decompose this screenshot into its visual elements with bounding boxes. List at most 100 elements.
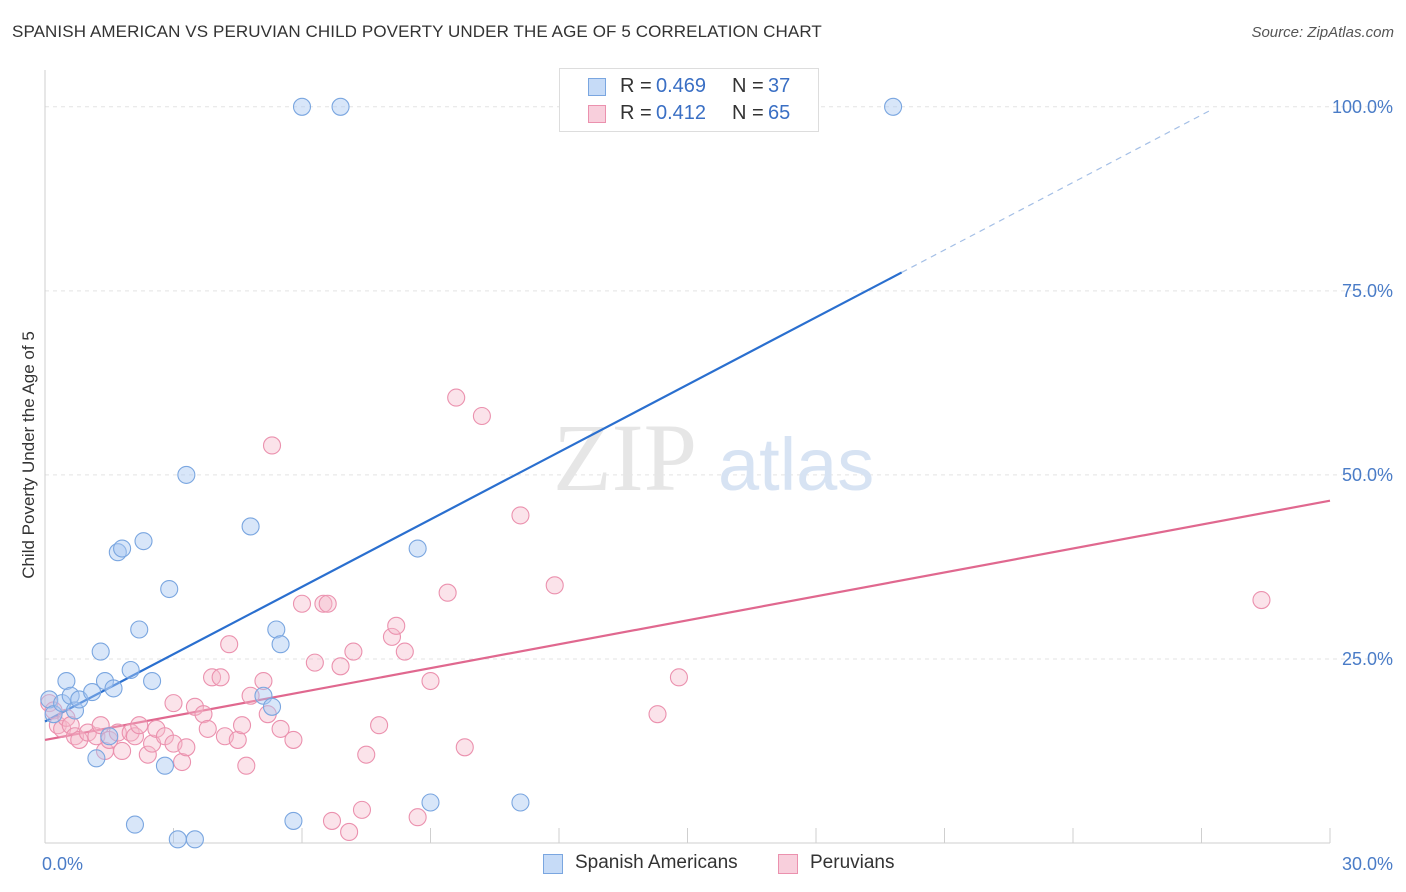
data-point-spanish-americans (284, 811, 303, 830)
y-tick-label: 100.0% (1332, 97, 1393, 117)
legend-row-spanish-americans: R = 0.469 N = 37 (560, 75, 818, 101)
data-point-peruvians (1252, 591, 1271, 610)
data-point-peruvians (455, 738, 474, 757)
source-credit: Source: ZipAtlas.com (1251, 24, 1394, 41)
data-point-peruvians (545, 576, 564, 595)
data-point-peruvians (387, 616, 406, 635)
legend-n-label: N = (732, 75, 764, 97)
data-point-spanish-americans (134, 532, 153, 551)
data-point-spanish-americans (113, 539, 132, 558)
legend-r-value: 0.469 (656, 75, 707, 97)
data-point-peruvians (232, 716, 252, 735)
data-point-peruvians (648, 705, 667, 724)
x-tick-label-min: 0.0% (42, 854, 83, 874)
data-point-peruvians (472, 406, 491, 426)
data-point-spanish-americans (177, 465, 196, 484)
data-point-peruvians (125, 727, 144, 746)
data-point-peruvians (357, 745, 376, 764)
data-point-peruvians (241, 686, 260, 705)
data-point-peruvians (305, 653, 324, 672)
data-point-spanish-americans (292, 97, 312, 116)
series-legend: Spanish Americans Peruvians (0, 852, 1406, 878)
data-point-peruvians (130, 716, 149, 735)
data-point-peruvians (220, 635, 239, 654)
watermark-atlas: atlas (718, 423, 874, 506)
data-point-peruvians (198, 719, 217, 738)
data-point-spanish-americans (130, 620, 149, 639)
legend-swatch-pink (588, 105, 606, 123)
series-swatch-blue (543, 854, 563, 874)
data-point-peruvians (322, 811, 342, 830)
data-point-peruvians (344, 642, 363, 661)
data-point-peruvians (228, 730, 247, 749)
y-tick-label: 25.0% (1342, 649, 1393, 669)
trend-line-extension-spanish-americans (901, 109, 1211, 273)
data-point-peruvians (61, 716, 80, 735)
data-point-spanish-americans (155, 756, 174, 775)
series-label: Peruvians (810, 852, 895, 873)
data-point-peruvians (421, 671, 440, 691)
legend-r-label: R = (620, 75, 652, 97)
y-axis-label: Child Poverty Under the Age of 5 (19, 331, 38, 579)
data-point-spanish-americans (83, 683, 102, 702)
data-point-peruvians (395, 642, 414, 661)
data-point-spanish-americans (121, 660, 140, 680)
data-point-peruvians (138, 745, 157, 764)
data-point-peruvians (164, 694, 183, 713)
data-point-spanish-americans (331, 97, 350, 116)
data-point-peruvians (318, 594, 337, 613)
data-point-spanish-americans (421, 793, 440, 812)
series-label: Spanish Americans (575, 852, 738, 873)
x-tick-label-max: 30.0% (1342, 854, 1393, 874)
data-point-peruvians (173, 752, 192, 772)
data-point-peruvians (284, 730, 303, 749)
data-point-peruvians (408, 808, 427, 827)
data-point-peruvians (447, 388, 466, 407)
data-points (40, 97, 1271, 849)
series-swatch-pink (778, 854, 798, 874)
chart-title: SPANISH AMERICAN VS PERUVIAN CHILD POVER… (12, 22, 822, 41)
legend-n-value: 37 (768, 75, 791, 97)
trend-lines (44, 109, 1331, 742)
gridlines (45, 106, 1392, 660)
data-point-peruvians (352, 800, 372, 819)
data-point-spanish-americans (57, 671, 76, 691)
y-tick-label: 75.0% (1342, 281, 1393, 301)
data-point-peruvians (237, 756, 256, 775)
data-point-spanish-americans (100, 727, 119, 746)
data-point-spanish-americans (91, 642, 110, 661)
data-point-spanish-americans (511, 793, 530, 812)
trend-line-peruvians (44, 499, 1331, 742)
data-point-spanish-americans (65, 701, 85, 720)
data-point-spanish-americans (143, 671, 162, 691)
y-tick-label: 50.0% (1342, 465, 1393, 485)
data-point-peruvians (254, 671, 273, 691)
data-point-peruvians (438, 583, 457, 602)
watermark-zip: ZIP (553, 404, 697, 511)
data-point-spanish-americans (104, 679, 123, 698)
legend-n-label: N = (732, 102, 764, 124)
data-point-spanish-americans (160, 579, 179, 599)
data-point-peruvians (177, 738, 196, 757)
data-point-spanish-americans (271, 635, 290, 654)
legend-swatch-blue (588, 78, 606, 96)
data-point-spanish-americans (168, 830, 187, 849)
data-point-peruvians (314, 594, 333, 613)
data-point-peruvians (113, 741, 132, 761)
data-point-spanish-americans (241, 517, 260, 536)
legend-row-peruvians: R = 0.412 N = 65 (560, 102, 818, 128)
data-point-peruvians (511, 506, 530, 525)
legend-r-label: R = (620, 102, 652, 124)
legend-r-value: 0.412 (656, 102, 707, 124)
data-point-spanish-americans (884, 97, 903, 116)
data-point-peruvians (194, 705, 213, 724)
tick-labels: 25.0% 50.0% 75.0% 100.0% 0.0% 30.0% (42, 97, 1393, 874)
data-point-peruvians (331, 657, 350, 676)
data-point-peruvians (669, 668, 688, 687)
data-point-spanish-americans (185, 830, 204, 849)
data-point-spanish-americans (408, 539, 427, 558)
data-point-spanish-americans (267, 620, 286, 639)
trend-line-spanish-americans (44, 271, 903, 723)
correlation-legend: R = 0.469 N = 37 R = 0.412 N = 65 (559, 68, 819, 132)
